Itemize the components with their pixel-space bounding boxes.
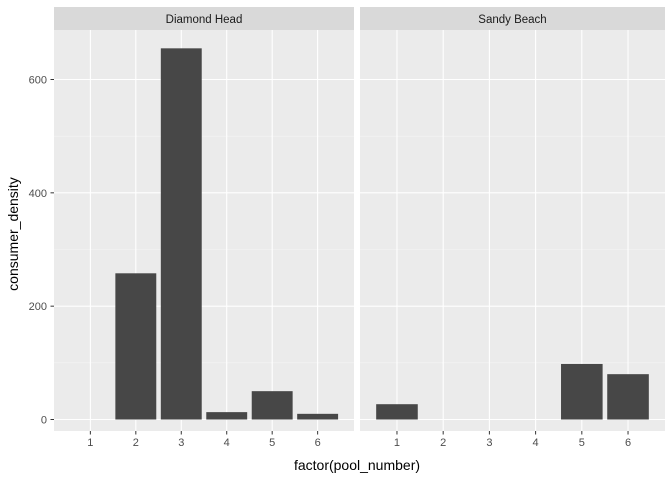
y-tick-label: 600 [29, 75, 47, 87]
x-tick-label: 5 [269, 437, 275, 449]
x-tick-label: 6 [625, 437, 631, 449]
x-tick-label: 4 [533, 437, 539, 449]
x-tick-label: 4 [224, 437, 230, 449]
x-tick-label: 3 [486, 437, 492, 449]
bar-2 [115, 273, 157, 420]
x-tick-label: 2 [440, 437, 446, 449]
y-tick-label: 200 [29, 301, 47, 313]
bar-4 [206, 412, 248, 420]
y-tick-label: 0 [41, 415, 47, 427]
strip-background [54, 7, 354, 30]
x-axis: 1 2 3 4 5 6 1 2 3 4 5 6 [87, 431, 631, 449]
bars [115, 48, 339, 420]
strip-label: Sandy Beach [478, 14, 546, 26]
y-axis-title: consumer_density [5, 177, 21, 291]
y-tick-label: 400 [29, 188, 47, 200]
facet-diamond-head: Diamond Head [54, 7, 354, 431]
bar-3 [160, 48, 202, 420]
bar-6 [297, 413, 339, 420]
x-tick-label: 2 [133, 437, 139, 449]
x-tick-label: 5 [579, 437, 585, 449]
bar-5 [251, 391, 293, 420]
x-axis-title: factor(pool_number) [294, 457, 420, 473]
strip-background [360, 7, 665, 30]
y-axis: 0 200 400 600 [29, 75, 54, 427]
panel-background [54, 30, 354, 431]
strip-label: Diamond Head [166, 14, 243, 26]
bar-1 [376, 404, 418, 420]
x-tick-label: 1 [394, 437, 400, 449]
x-tick-label: 6 [315, 437, 321, 449]
x-tick-label: 3 [178, 437, 184, 449]
bar-5 [561, 363, 603, 420]
x-tick-label: 1 [87, 437, 93, 449]
bars [376, 363, 649, 420]
facet-sandy-beach: Sandy Beach [360, 7, 665, 431]
panel-background [360, 30, 665, 431]
bar-6 [607, 374, 649, 420]
